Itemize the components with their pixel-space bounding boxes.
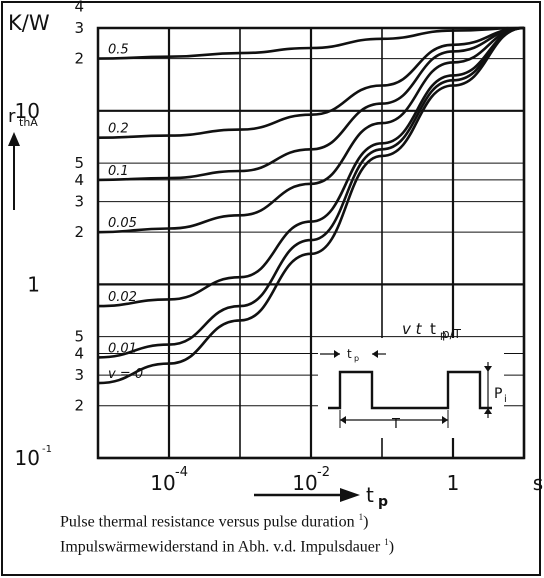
y-tick-label-2: 3 — [74, 366, 84, 384]
curve-2 — [97, 26, 525, 182]
period-arrow-right — [442, 416, 448, 424]
inset-tp-label: t — [347, 347, 352, 361]
inset-tp-sub: p — [354, 354, 359, 363]
y-tick-sup-0: -1 — [42, 444, 52, 455]
caption-german: Impulswärmewiderstand in Abh. v.d. Impul… — [60, 537, 395, 556]
curve-label-3: 0.05 — [108, 216, 137, 231]
inset-period-label: T — [391, 417, 400, 432]
y-tick-label-13: 4 — [74, 0, 84, 15]
inset-formula-p: p — [440, 330, 446, 341]
y-axis-symbol: r — [8, 106, 16, 127]
y-tick-label-12: 3 — [74, 19, 84, 37]
x-tick-label-3: s — [533, 471, 543, 495]
x-tick-exp-1: -2 — [317, 465, 330, 480]
inset-formula-rest: p/T — [442, 327, 462, 341]
y-tick-label-0: 10 — [15, 446, 40, 470]
curve-label-4: 0.02 — [108, 290, 137, 305]
period-arrow-left — [340, 416, 346, 424]
tp-dim-arrow-left — [334, 350, 340, 358]
x-tick-label-2: 1 — [447, 471, 460, 495]
curve-0 — [97, 26, 525, 60]
curve-label-6: v = 0 — [108, 367, 143, 382]
plot-border — [96, 26, 526, 460]
curve-label-1: 0.2 — [108, 122, 129, 137]
power-arrow-top — [484, 366, 492, 372]
caption-english: Pulse thermal resistance versus pulse du… — [60, 512, 369, 531]
curve-4 — [97, 26, 525, 308]
x-axis-arrow-head — [340, 488, 360, 502]
y-tick-label-5: 1 — [27, 272, 40, 296]
curve-labels: 0.5 0.2 0.1 0.05 0.02 0.01 v = 0 — [108, 43, 143, 383]
curve-3 — [97, 26, 525, 234]
y-tick-label-4: 5 — [74, 328, 84, 346]
x-tick-base-1: 10 — [292, 471, 317, 495]
y-tick-label-9: 5 — [74, 154, 84, 172]
curve-6 — [97, 26, 525, 385]
y-tick-label-11: 2 — [74, 50, 84, 68]
curve-label-0: 0.5 — [108, 43, 129, 58]
inset-power-sub: i — [504, 394, 507, 405]
curve-1 — [97, 26, 525, 139]
inset-power-label: P — [494, 386, 502, 402]
curve-label-2: 0.1 — [108, 164, 129, 179]
y-tick-label-10: 10 — [15, 99, 40, 123]
curve-label-5: 0.01 — [108, 341, 137, 356]
y-tick-label-1: 2 — [74, 397, 84, 415]
x-axis-subscript: p — [378, 494, 388, 510]
y-axis-subscript: thA — [19, 116, 38, 129]
y-tick-label-8: 4 — [74, 171, 84, 189]
tp-dim-arrow-right — [372, 350, 378, 358]
x-tick-exp-0: -4 — [175, 465, 188, 480]
y-tick-label-3: 4 — [74, 344, 84, 362]
inset-formula-t: t — [430, 320, 436, 338]
inset-background — [318, 338, 504, 438]
pulse-waveform — [328, 370, 492, 410]
inset-formula-v: v t — [402, 320, 423, 338]
y-tick-label-7: 3 — [74, 193, 84, 211]
power-arrow-bottom — [484, 408, 492, 414]
y-tick-label-6: 2 — [74, 223, 84, 241]
pulse-inset: v t t pp/Tt pTP i — [318, 320, 507, 438]
y-axis-arrow-head — [8, 132, 20, 146]
curve-5 — [97, 26, 525, 359]
x-tick-base-0: 10 — [150, 471, 175, 495]
curves — [97, 26, 525, 385]
y-unit-label: K/W — [8, 11, 50, 35]
x-axis-symbol: t — [366, 483, 374, 507]
